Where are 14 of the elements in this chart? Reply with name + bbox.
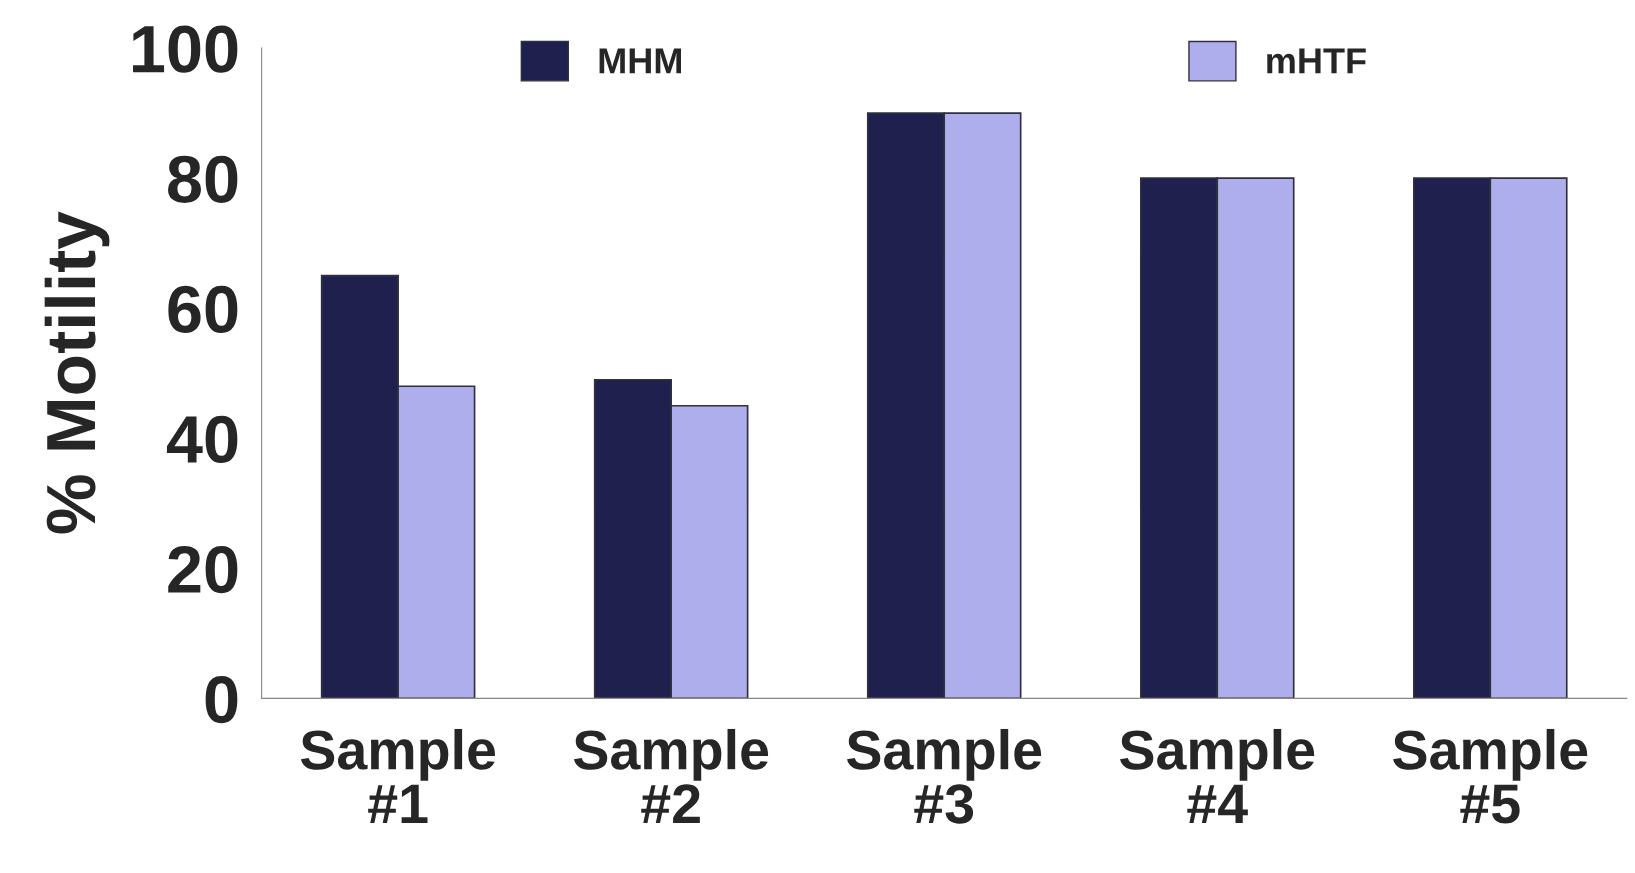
x-tick-label: Sample #2 [573,728,769,824]
legend-label: mHTF [1267,48,1366,74]
x-tick-label: Sample #3 [847,728,1042,824]
y-tick-label: 100 [133,25,238,73]
x-tick-label: Sample #4 [1120,728,1315,824]
y-tick-label: 40 [166,415,238,464]
y-axis-title: % Motility [44,211,110,534]
x-tick-label: Sample #5 [1393,728,1588,824]
y-tick-label: 80 [168,155,238,203]
legend-label: MHM [599,48,681,74]
y-tick-label: 0 [205,676,238,724]
y-tick-label: 20 [168,545,238,594]
x-tick-label: Sample #1 [300,728,496,824]
y-tick-label: 60 [168,285,238,333]
